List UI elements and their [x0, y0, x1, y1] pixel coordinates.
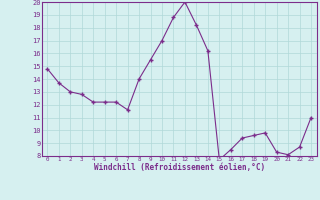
X-axis label: Windchill (Refroidissement éolien,°C): Windchill (Refroidissement éolien,°C): [94, 163, 265, 172]
